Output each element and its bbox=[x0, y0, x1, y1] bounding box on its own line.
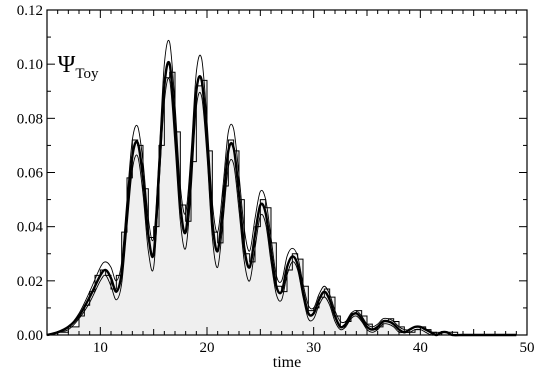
y-tick-label: 0.02 bbox=[17, 274, 43, 290]
y-tick-label: 0.06 bbox=[17, 166, 44, 182]
y-tick-label: 0.04 bbox=[17, 220, 44, 236]
x-tick-label: 40 bbox=[413, 340, 428, 356]
lower-band-series bbox=[46, 77, 517, 336]
x-tick-label: 30 bbox=[306, 340, 321, 356]
x-axis-title: time bbox=[273, 354, 301, 371]
histogram-series bbox=[47, 71, 522, 336]
y-tick-label: 0.08 bbox=[17, 111, 43, 127]
y-axis: 0.00 0.02 0.04 0.06 0.08 0.10 0.12 bbox=[17, 3, 527, 344]
y-tick-label: 0.12 bbox=[17, 3, 43, 19]
y-tick-label: 0.00 bbox=[17, 328, 43, 344]
x-axis: 10 20 30 40 50 bbox=[46, 10, 535, 356]
y-tick-label: 0.10 bbox=[17, 57, 43, 73]
x-tick-label: 10 bbox=[93, 340, 108, 356]
plot-content bbox=[46, 39, 522, 337]
psi-toy-annotation: ΨToy bbox=[58, 52, 99, 82]
psi-symbol: Ψ bbox=[58, 52, 76, 78]
x-tick-label: 20 bbox=[200, 340, 215, 356]
psi-subscript: Toy bbox=[75, 66, 99, 82]
upper-band-series bbox=[46, 39, 517, 336]
x-tick-label: 50 bbox=[520, 340, 535, 356]
